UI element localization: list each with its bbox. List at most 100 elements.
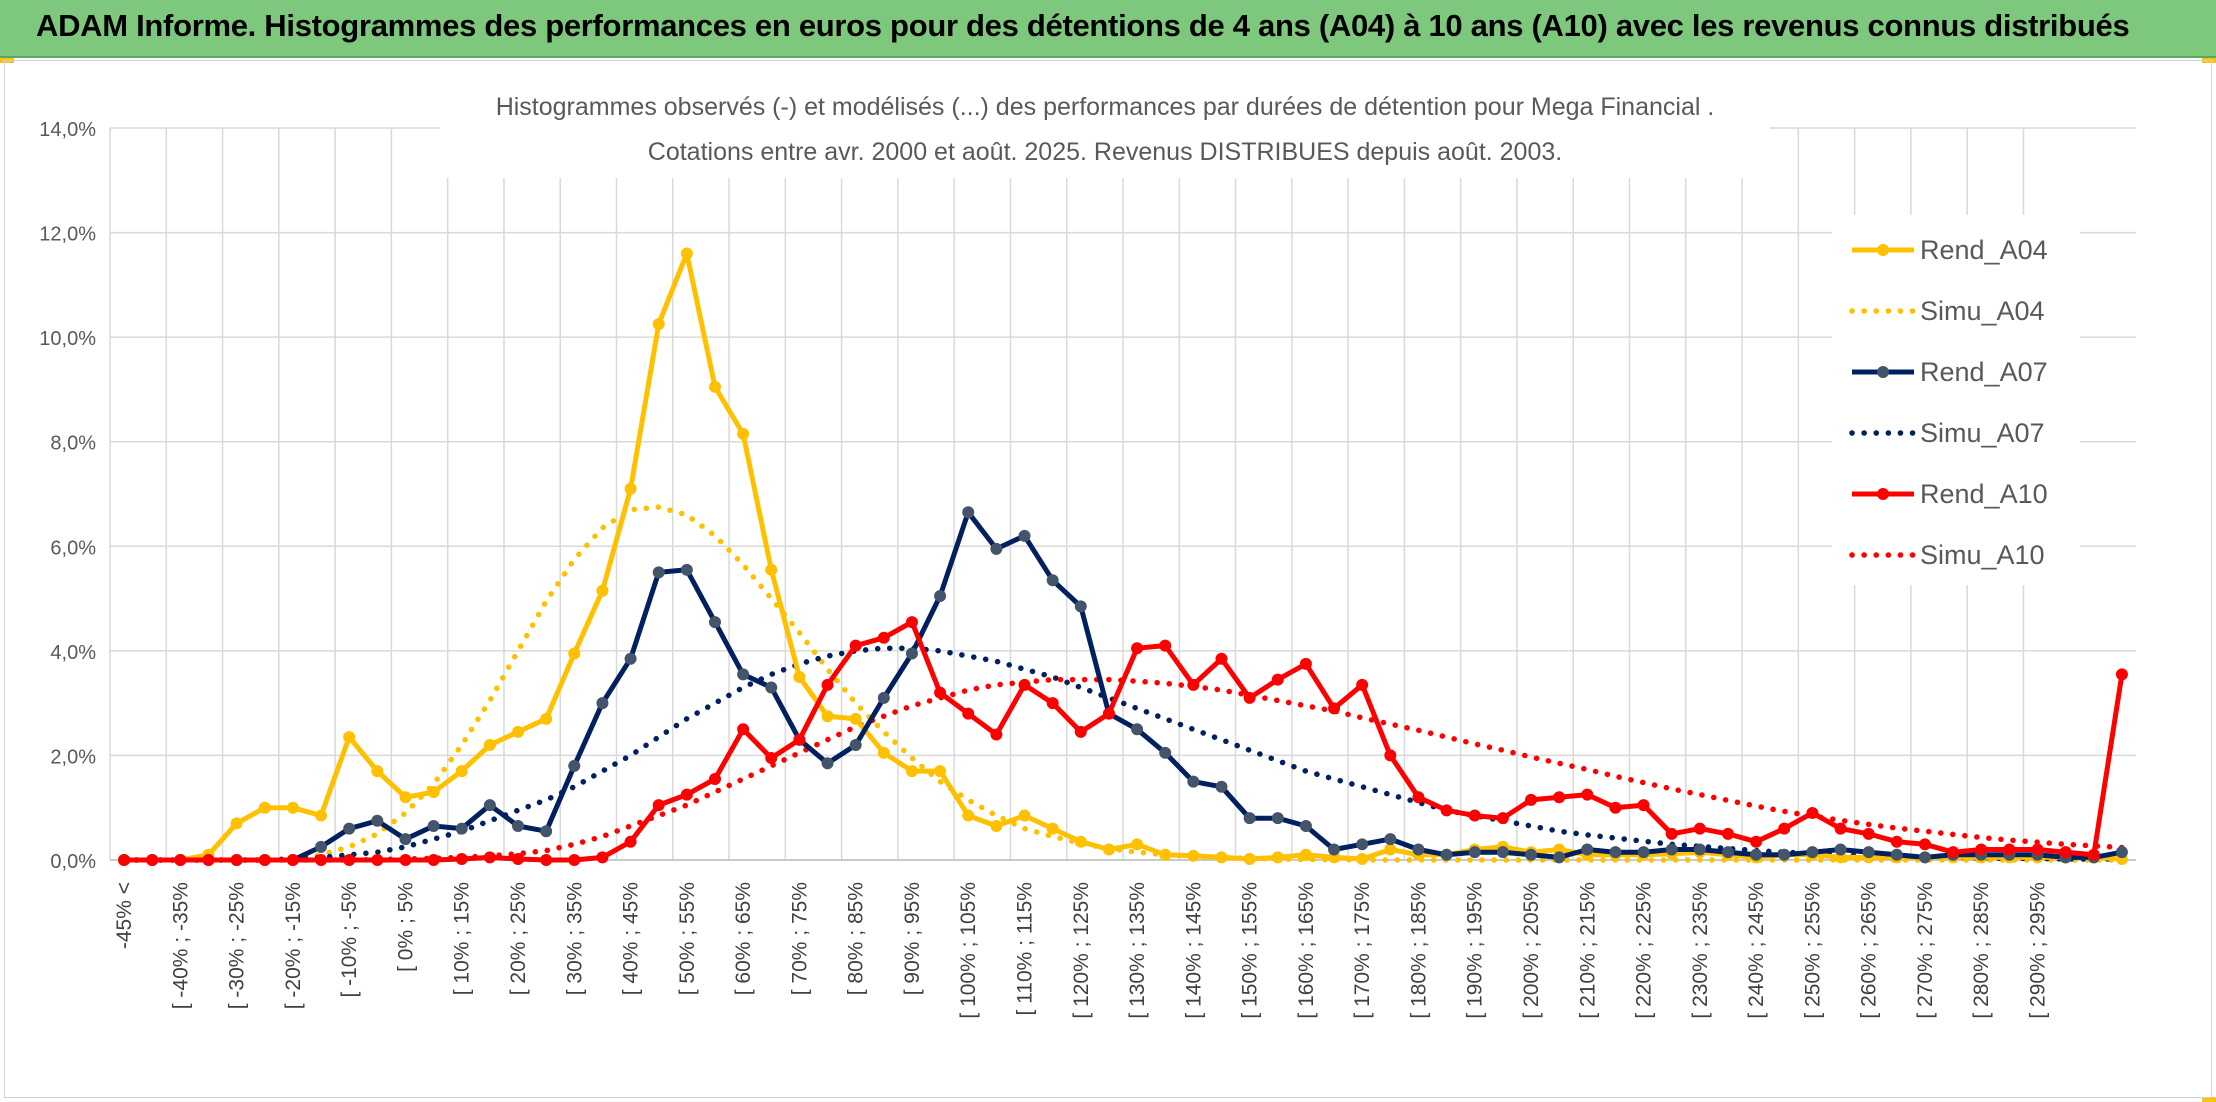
data-point xyxy=(1131,723,1144,736)
data-point xyxy=(1159,639,1172,652)
data-point xyxy=(905,765,918,778)
data-point xyxy=(680,247,693,260)
data-point xyxy=(230,854,243,866)
axis-layer: 0,0% 2,0% 4,0% 6,0% 8,0% 10,0% 12,0% 14,0% -45% … xyxy=(39,119,2136,1019)
x-tick-label: [ 210% ; 215% xyxy=(1576,882,1599,1019)
x-tick-label: [ 160% ; 165% xyxy=(1295,882,1318,1019)
legend-entry-Simu_A04: Simu_A04 xyxy=(1849,296,2045,326)
x-tick-label: [ 0% ; 5% xyxy=(394,882,417,972)
data-point xyxy=(512,820,525,833)
data-point xyxy=(371,814,384,827)
data-point xyxy=(1159,848,1172,861)
data-point xyxy=(905,647,918,660)
data-point xyxy=(1356,838,1369,851)
data-point xyxy=(1074,600,1087,613)
data-point xyxy=(1918,851,1931,864)
data-point xyxy=(1975,843,1988,856)
x-tick-label: [ 100% ; 105% xyxy=(957,882,980,1019)
data-point xyxy=(765,752,778,765)
x-tick-label: [ 190% ; 195% xyxy=(1464,882,1487,1019)
data-point xyxy=(1581,788,1594,801)
data-point xyxy=(1271,812,1284,825)
x-tick-label: [ 170% ; 175% xyxy=(1351,882,1374,1019)
data-point xyxy=(455,765,468,778)
title-background xyxy=(440,86,1770,178)
data-point xyxy=(483,738,496,751)
data-point xyxy=(1356,852,1369,865)
x-tick-label: [ 180% ; 185% xyxy=(1407,882,1430,1019)
data-point xyxy=(2059,846,2072,859)
y-tick-label: 8,0% xyxy=(50,433,96,455)
data-point xyxy=(1102,707,1115,720)
data-point xyxy=(1440,848,1453,861)
data-point xyxy=(315,840,328,853)
data-point xyxy=(1468,809,1481,822)
data-point xyxy=(934,765,947,778)
data-point xyxy=(680,563,693,576)
data-point xyxy=(821,757,834,770)
legend-label: Rend_A04 xyxy=(1920,235,2048,265)
data-point xyxy=(652,799,665,812)
data-point xyxy=(2003,843,2016,856)
data-point xyxy=(1412,843,1425,856)
x-tick-label: [ 20% ; 25% xyxy=(507,882,530,995)
data-point xyxy=(1243,691,1256,704)
data-point xyxy=(455,852,468,865)
x-tick-label: [ 10% ; 15% xyxy=(451,882,474,995)
data-point xyxy=(1243,812,1256,825)
x-tick-label: [ 30% ; 35% xyxy=(563,882,586,995)
data-point xyxy=(1018,529,1031,542)
data-point xyxy=(1187,849,1200,862)
data-point xyxy=(1018,678,1031,691)
data-point xyxy=(990,728,1003,741)
data-point xyxy=(708,772,721,785)
report-title: ADAM Informe. Histogrammes des performan… xyxy=(36,8,2130,43)
data-point xyxy=(230,817,243,830)
y-tick-label: 6,0% xyxy=(50,537,96,559)
data-point xyxy=(596,851,609,864)
x-tick-label: [ 40% ; 45% xyxy=(620,882,643,995)
data-point xyxy=(849,639,862,652)
x-tick-label: [ 120% ; 125% xyxy=(1070,882,1093,1019)
legend-entry-Rend_A07: Rend_A07 xyxy=(1852,357,2048,387)
data-point xyxy=(399,791,412,804)
data-point xyxy=(1018,809,1031,822)
data-point xyxy=(315,854,328,866)
data-point xyxy=(1384,749,1397,762)
data-point xyxy=(202,854,215,866)
legend-label: Simu_A07 xyxy=(1920,418,2045,448)
data-point xyxy=(1862,827,1875,840)
legend-background xyxy=(1832,215,2080,585)
data-point xyxy=(1215,652,1228,665)
data-point xyxy=(1440,804,1453,817)
data-point xyxy=(1215,780,1228,793)
data-point xyxy=(1665,843,1678,856)
data-point xyxy=(765,563,778,576)
data-point xyxy=(258,854,271,866)
report-banner: ADAM Informe. Histogrammes des performan… xyxy=(0,0,2216,58)
data-point xyxy=(1468,846,1481,859)
data-point xyxy=(1046,697,1059,710)
y-tick-label: 10,0% xyxy=(39,328,96,350)
data-point xyxy=(540,712,553,725)
data-point xyxy=(708,380,721,393)
data-point xyxy=(455,822,468,835)
data-point xyxy=(708,616,721,629)
x-tick-label: [ -10% ; -5% xyxy=(338,882,361,998)
data-point xyxy=(1947,846,1960,859)
x-tick-label: [ 200% ; 205% xyxy=(1520,882,1543,1019)
series-Simu_A07 xyxy=(121,645,2125,863)
data-point xyxy=(568,854,581,866)
data-point xyxy=(399,854,412,866)
data-point xyxy=(1609,846,1622,859)
legend-entry-Rend_A04: Rend_A04 xyxy=(1852,235,2048,265)
data-point xyxy=(1581,843,1594,856)
data-point xyxy=(1496,812,1509,825)
legend-label: Simu_A04 xyxy=(1920,296,2045,326)
data-point xyxy=(624,482,637,495)
data-point xyxy=(1750,835,1763,848)
data-point xyxy=(1637,799,1650,812)
data-point xyxy=(849,712,862,725)
data-point xyxy=(905,616,918,629)
